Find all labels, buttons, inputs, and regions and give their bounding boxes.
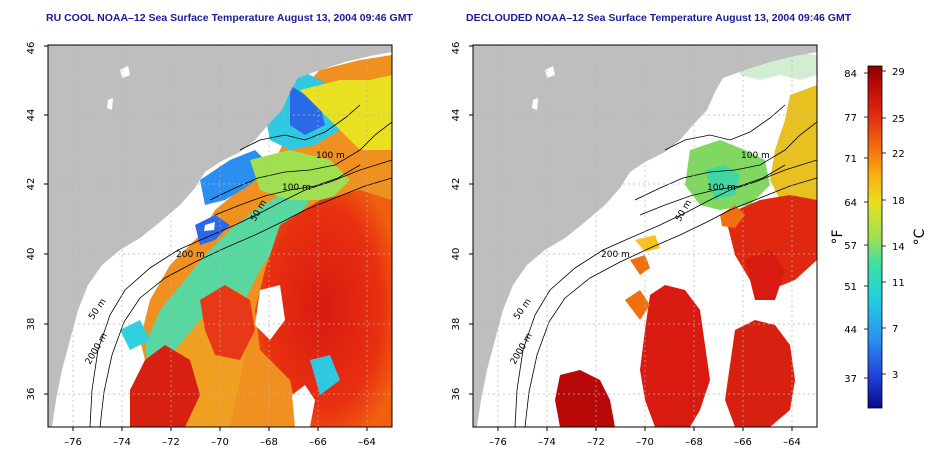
colorbar-f-tick: 64 bbox=[844, 198, 857, 209]
left-lon-tick: –74 bbox=[113, 437, 131, 448]
left-lon-tick: –76 bbox=[64, 437, 82, 448]
left-lon-tick: –68 bbox=[260, 437, 278, 448]
left-lat-tick: 36 bbox=[26, 388, 37, 401]
colorbar-f-tick: 71 bbox=[844, 154, 857, 165]
left-lon-tick: –66 bbox=[309, 437, 327, 448]
right-bathymetry-contours bbox=[514, 104, 817, 427]
left-grid bbox=[48, 45, 392, 427]
left-panel-title: RU COOL NOAA–12 Sea Surface Temperature … bbox=[46, 12, 413, 24]
left-lat-tick: 44 bbox=[26, 109, 37, 122]
right-land bbox=[473, 45, 817, 427]
colorbar-f-tick: 84 bbox=[844, 69, 857, 80]
right-lat-tick: 42 bbox=[451, 178, 462, 191]
colorbar-c-tick: 25 bbox=[892, 114, 905, 125]
colorbar-c-tick: 14 bbox=[892, 242, 905, 253]
colorbar-c-tick: 11 bbox=[892, 278, 905, 289]
right-lat-tick: 46 bbox=[451, 42, 462, 55]
right-lat-tick: 38 bbox=[451, 318, 462, 331]
right-panel-title: DECLOUDED NOAA–12 Sea Surface Temperatur… bbox=[466, 12, 852, 24]
right-lon-tick: –70 bbox=[636, 437, 654, 448]
left-lat-tick: 42 bbox=[26, 178, 37, 191]
colorbar-f-tick: 37 bbox=[844, 374, 857, 385]
right-lon-tick: –72 bbox=[587, 437, 605, 448]
right-map: 100 m 100 m 50 m 200 m 50 m 2000 m bbox=[473, 45, 817, 427]
right-lon-tick: –74 bbox=[538, 437, 556, 448]
left-land bbox=[48, 45, 392, 427]
right-axes: –76 –74 –72 –70 –68 –66 –64 36 38 40 42 … bbox=[451, 42, 801, 448]
colorbar-c-tick: 29 bbox=[892, 67, 905, 78]
colorbar: 84 77 71 64 57 51 44 37 29 25 22 18 14 1… bbox=[830, 65, 928, 409]
left-sst-field bbox=[120, 55, 392, 427]
left-axes: –76 –74 –72 –70 –68 –66 –64 36 38 40 42 … bbox=[26, 42, 376, 448]
left-lon-tick: –70 bbox=[211, 437, 229, 448]
right-sst-field bbox=[555, 50, 817, 427]
left-bathymetry-contours bbox=[89, 104, 392, 427]
right-lat-tick: 36 bbox=[451, 388, 462, 401]
left-lat-tick: 40 bbox=[26, 248, 37, 261]
left-lat-tick: 46 bbox=[26, 42, 37, 55]
colorbar-fahrenheit-label: °F bbox=[830, 229, 846, 244]
left-lon-tick: –64 bbox=[358, 437, 376, 448]
colorbar-f-tick: 77 bbox=[844, 113, 857, 124]
right-contour-label-200m: 200 m bbox=[601, 250, 630, 260]
left-map: 100 m 100 m 50 m 200 m 50 m 2000 m bbox=[48, 45, 392, 427]
right-lon-tick: –66 bbox=[734, 437, 752, 448]
right-lat-tick: 44 bbox=[451, 109, 462, 122]
colorbar-f-tick: 51 bbox=[844, 282, 857, 293]
colorbar-c-tick: 22 bbox=[892, 149, 905, 160]
right-grid bbox=[473, 45, 817, 427]
left-contour-label-100m-a: 100 m bbox=[316, 151, 345, 161]
left-contour-label-100m-b: 100 m bbox=[282, 183, 311, 193]
colorbar-gradient bbox=[867, 65, 883, 409]
right-lon-tick: –64 bbox=[783, 437, 801, 448]
right-contour-label-100m-a: 100 m bbox=[741, 151, 770, 161]
right-lon-tick: –68 bbox=[685, 437, 703, 448]
right-lat-tick: 40 bbox=[451, 248, 462, 261]
left-lon-tick: –72 bbox=[162, 437, 180, 448]
colorbar-celsius-label: °C bbox=[912, 228, 928, 245]
left-contour-label-200m: 200 m bbox=[176, 250, 205, 260]
colorbar-c-tick: 3 bbox=[892, 370, 898, 381]
colorbar-f-tick: 57 bbox=[844, 241, 857, 252]
colorbar-c-tick: 18 bbox=[892, 196, 905, 207]
right-contour-label-100m-b: 100 m bbox=[707, 183, 736, 193]
right-lon-tick: –76 bbox=[489, 437, 507, 448]
colorbar-c-tick: 7 bbox=[892, 324, 898, 335]
colorbar-f-tick: 44 bbox=[844, 325, 857, 336]
left-lat-tick: 38 bbox=[26, 318, 37, 331]
